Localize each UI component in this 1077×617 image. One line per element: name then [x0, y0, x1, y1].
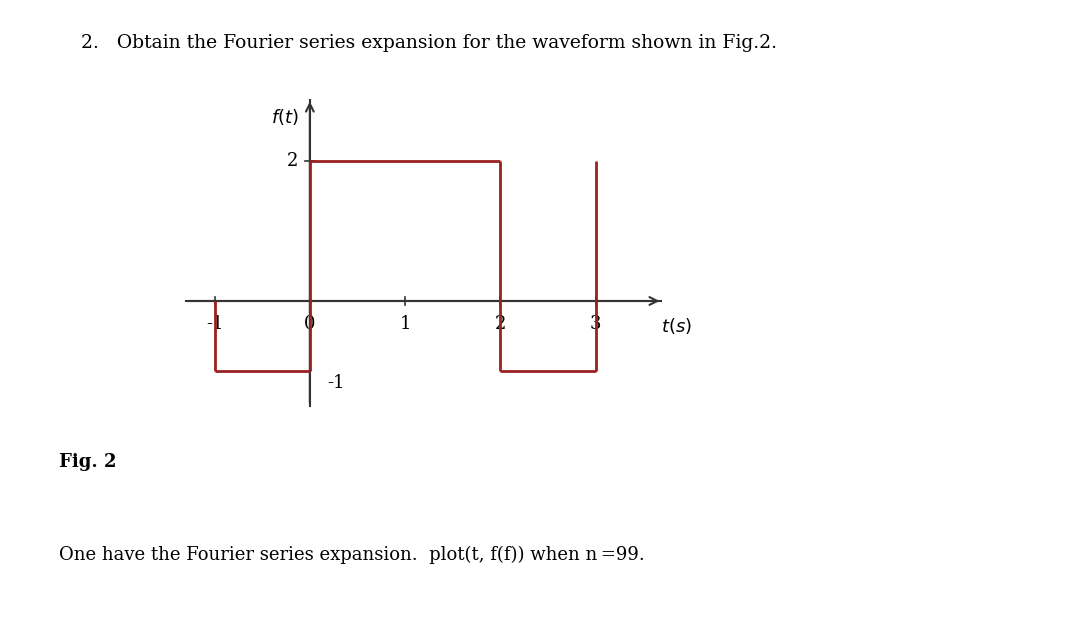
- Text: $f(t)$: $f(t)$: [270, 107, 298, 127]
- Text: -1: -1: [327, 375, 345, 392]
- Text: One have the Fourier series expansion.  plot(t, f(f)) when n =99.: One have the Fourier series expansion. p…: [59, 546, 645, 565]
- Text: 3: 3: [590, 315, 601, 333]
- Text: Fig. 2: Fig. 2: [59, 453, 116, 471]
- Text: 1: 1: [400, 315, 410, 333]
- Text: 2: 2: [494, 315, 506, 333]
- Text: 0: 0: [304, 315, 316, 333]
- Text: -1: -1: [206, 315, 223, 333]
- Text: 2.   Obtain the Fourier series expansion for the waveform shown in Fig.2.: 2. Obtain the Fourier series expansion f…: [81, 34, 777, 52]
- Text: $t(s)$: $t(s)$: [660, 317, 691, 336]
- Text: 2: 2: [288, 152, 298, 170]
